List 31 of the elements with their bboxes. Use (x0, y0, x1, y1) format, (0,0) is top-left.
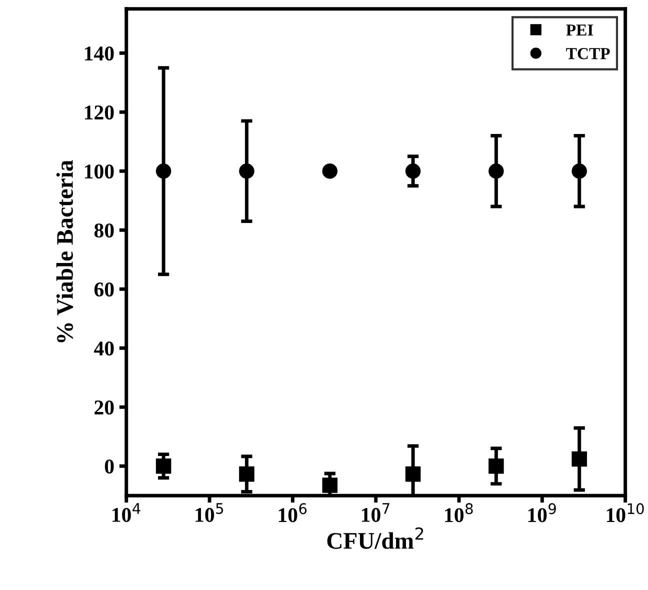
y-tick-label: 20 (94, 400, 114, 415)
x-axis-title: CFU/dm$^{2}$ (327, 527, 424, 549)
y-tick-label: 60 (94, 282, 114, 297)
point (156, 163, 172, 179)
point (239, 163, 254, 179)
y-tick-label: 120 (84, 105, 114, 120)
point (322, 478, 338, 493)
point (488, 163, 504, 179)
y-tick-label: 100 (84, 164, 114, 179)
y-tick-label: 40 (94, 341, 114, 356)
point (572, 163, 587, 179)
x-tick-label: 10$^{9}$ (528, 503, 556, 522)
x-tick-label: 10$^{6}$ (278, 503, 307, 522)
point (322, 163, 338, 179)
y-tick-label: 140 (84, 46, 114, 61)
x-tick-label: 10$^{7}$ (362, 503, 390, 522)
x-tick-label: 10$^{8}$ (445, 503, 473, 522)
x-tick-label: 10$^{10}$ (606, 503, 644, 522)
y-axis-title: % Viable Bacteria (56, 160, 74, 342)
x-tick-label: 10$^{5}$ (196, 503, 224, 522)
legend-label: TCTP (566, 48, 610, 60)
point (405, 163, 421, 179)
point (488, 458, 504, 474)
point (156, 458, 172, 474)
legend-label: PEI (566, 24, 594, 36)
point (405, 466, 421, 482)
y-tick-label: 0 (104, 459, 114, 474)
y-tick-label: 80 (94, 223, 114, 238)
point (572, 451, 587, 467)
point (239, 466, 254, 482)
x-tick-label: 10$^{4}$ (112, 503, 140, 522)
